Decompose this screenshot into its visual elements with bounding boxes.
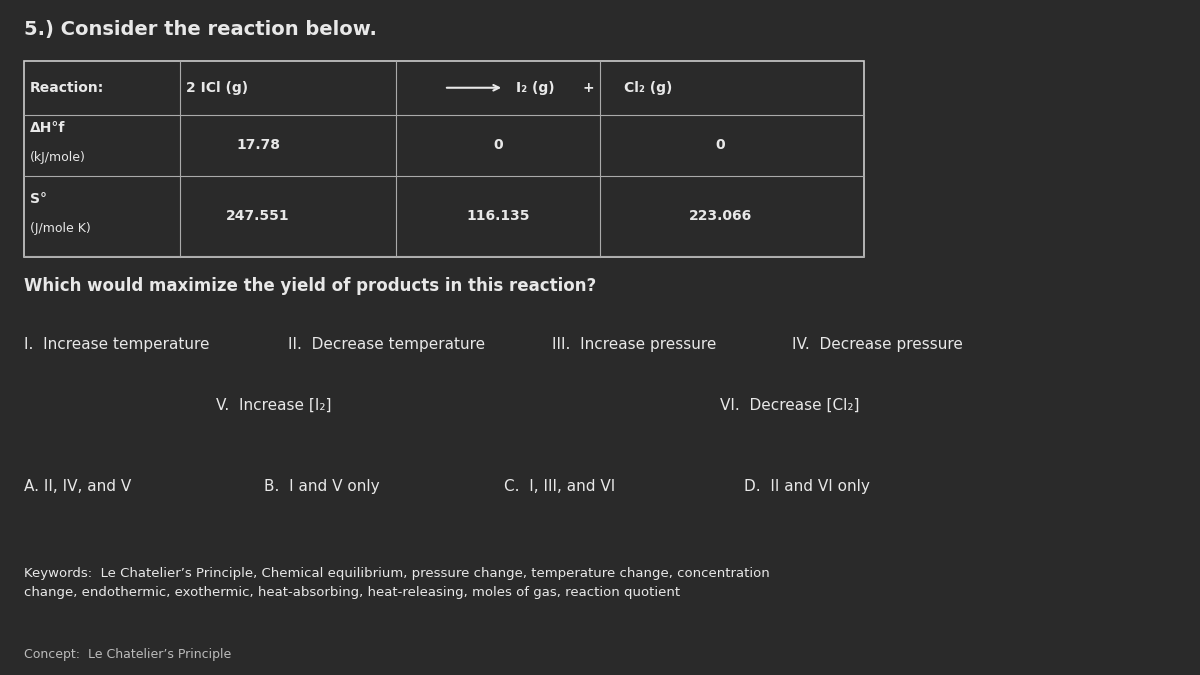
- Text: C.  I, III, and VI: C. I, III, and VI: [504, 479, 616, 494]
- Text: Which would maximize the yield of products in this reaction?: Which would maximize the yield of produc…: [24, 277, 596, 295]
- Text: 0: 0: [493, 138, 503, 152]
- Text: (J/mole K): (J/mole K): [30, 221, 91, 235]
- Text: +: +: [582, 81, 594, 95]
- Text: 17.78: 17.78: [236, 138, 280, 152]
- Text: A. II, IV, and V: A. II, IV, and V: [24, 479, 131, 494]
- Text: Reaction:: Reaction:: [30, 81, 104, 95]
- Text: 2 ICl (g): 2 ICl (g): [186, 81, 248, 95]
- Text: D.  II and VI only: D. II and VI only: [744, 479, 870, 494]
- Text: IV.  Decrease pressure: IV. Decrease pressure: [792, 338, 962, 352]
- Text: VI.  Decrease [Cl₂]: VI. Decrease [Cl₂]: [720, 398, 859, 413]
- Text: S°: S°: [30, 192, 47, 206]
- Text: 0: 0: [715, 138, 725, 152]
- Text: II.  Decrease temperature: II. Decrease temperature: [288, 338, 485, 352]
- Text: ΔH°f: ΔH°f: [30, 122, 65, 135]
- Text: I₂ (g): I₂ (g): [516, 81, 554, 95]
- Text: 116.135: 116.135: [467, 209, 529, 223]
- Text: B.  I and V only: B. I and V only: [264, 479, 379, 494]
- Text: Keywords:  Le Chatelier’s Principle, Chemical equilibrium, pressure change, temp: Keywords: Le Chatelier’s Principle, Chem…: [24, 567, 769, 599]
- Text: 247.551: 247.551: [226, 209, 290, 223]
- Text: Concept:  Le Chatelier’s Principle: Concept: Le Chatelier’s Principle: [24, 648, 232, 661]
- Text: 5.) Consider the reaction below.: 5.) Consider the reaction below.: [24, 20, 377, 39]
- Text: 223.066: 223.066: [689, 209, 751, 223]
- Text: (kJ/mole): (kJ/mole): [30, 151, 86, 164]
- Text: Cl₂ (g): Cl₂ (g): [624, 81, 672, 95]
- Text: V.  Increase [I₂]: V. Increase [I₂]: [216, 398, 331, 413]
- Text: III.  Increase pressure: III. Increase pressure: [552, 338, 716, 352]
- Text: I.  Increase temperature: I. Increase temperature: [24, 338, 210, 352]
